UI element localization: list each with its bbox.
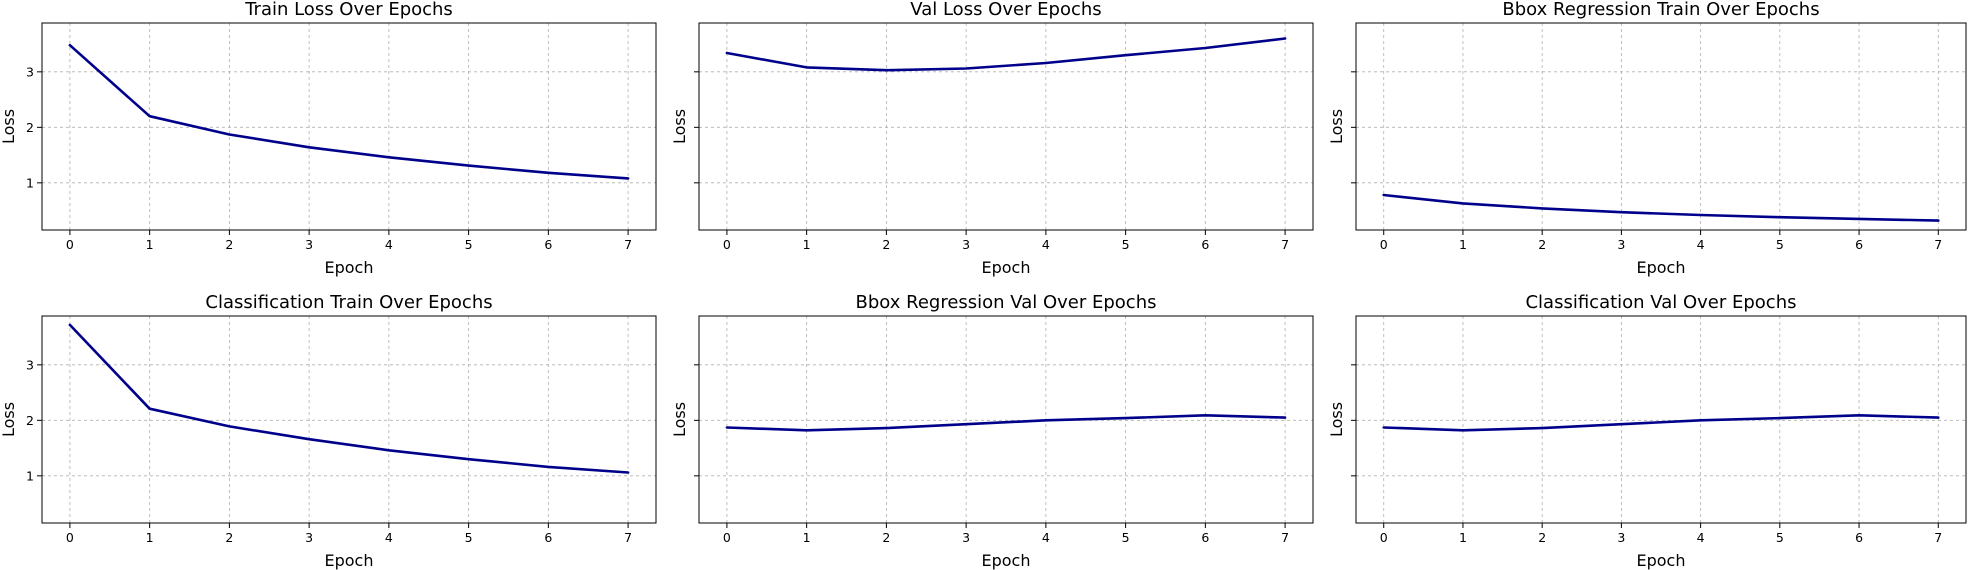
subplot-2: 0 1 2 3 4 5 6 7 Val Loss Over Epochs Epoch Loss [670,0,1314,277]
x-tick-label: 2 [225,530,233,545]
plot-frame [1355,315,1967,524]
plot-frame [698,315,1314,524]
x-tick-label: 4 [385,530,393,545]
x-axis-label: Epoch [325,551,374,570]
x-tick-label: 1 [1459,237,1467,252]
x-tick-label: 5 [1122,237,1130,252]
chart-title: Val Loss Over Epochs [910,0,1101,20]
chart-title: Bbox Regression Train Over Epochs [1502,0,1819,20]
y-tick-label: 1 [26,175,34,190]
x-tick-label: 6 [1201,237,1209,252]
x-tick-label: 6 [544,237,552,252]
x-tick-label: 5 [1776,530,1784,545]
x-tick-label: 3 [305,530,313,545]
y-tick-label: 3 [26,64,34,79]
x-axis-label: Epoch [325,258,374,277]
x-tick-label: 5 [1122,530,1130,545]
series-line [1382,413,1940,432]
plot-frame [1355,22,1967,231]
x-tick-label: 5 [1776,237,1784,252]
chart-title: Classification Val Over Epochs [1525,292,1796,313]
x-tick-label: 6 [1855,237,1863,252]
series-line [68,323,630,474]
x-tick-label: 1 [146,530,154,545]
plot-frame [41,22,657,231]
x-tick-label: 7 [1934,237,1942,252]
x-tick-label: 3 [1617,237,1625,252]
x-tick-label: 0 [66,237,74,252]
y-axis-label: Loss [1327,109,1346,144]
x-axis-label: Epoch [982,258,1031,277]
plot-frame [41,315,657,524]
x-tick-label: 2 [1538,237,1546,252]
x-tick-label: 4 [385,237,393,252]
x-tick-label: 2 [882,237,890,252]
x-tick-label: 3 [1617,530,1625,545]
y-tick-label: 1 [26,468,34,483]
x-tick-label: 7 [624,237,632,252]
plot-frame [698,22,1314,231]
y-tick-label: 3 [26,357,34,372]
series-line [68,43,630,180]
chart-title: Train Loss Over Epochs [244,0,453,20]
y-axis-label: Loss [0,402,18,437]
x-tick-label: 7 [1934,530,1942,545]
y-tick-label: 2 [26,413,34,428]
x-tick-label: 0 [1380,530,1388,545]
x-tick-label: 5 [465,530,473,545]
x-tick-label: 5 [465,237,473,252]
x-tick-label: 7 [1281,530,1289,545]
x-tick-label: 6 [1201,530,1209,545]
chart-title: Classification Train Over Epochs [205,292,492,313]
chart-title: Bbox Regression Val Over Epochs [856,292,1157,313]
y-tick-label: 2 [26,120,34,135]
subplot-1: 0 1 2 3 4 5 6 7 1 2 3 Train Loss Over Epochs Epoch Lo… [0,0,657,277]
x-tick-label: 1 [803,530,811,545]
x-tick-label: 0 [723,237,731,252]
x-tick-label: 0 [66,530,74,545]
x-axis-label: Epoch [982,551,1031,570]
y-axis-label: Loss [670,402,689,437]
x-tick-label: 2 [1538,530,1546,545]
x-tick-label: 6 [544,530,552,545]
series-line [1382,193,1940,222]
x-tick-label: 3 [962,530,970,545]
y-axis-label: Loss [1327,402,1346,437]
x-tick-label: 1 [146,237,154,252]
x-tick-label: 4 [1042,530,1050,545]
x-axis-label: Epoch [1637,551,1686,570]
x-tick-label: 1 [1459,530,1467,545]
x-tick-label: 2 [225,237,233,252]
x-tick-label: 0 [723,530,731,545]
x-tick-label: 7 [1281,237,1289,252]
subplot-3: 0 1 2 3 4 5 6 7 Bbox Regression Train Over Epoch… [1327,0,1967,277]
x-tick-label: 3 [305,237,313,252]
x-tick-label: 6 [1855,530,1863,545]
x-tick-label: 0 [1380,237,1388,252]
x-tick-label: 3 [962,237,970,252]
y-axis-label: Loss [670,109,689,144]
y-axis-label: Loss [0,109,18,144]
x-tick-label: 1 [803,237,811,252]
x-axis-label: Epoch [1637,258,1686,277]
x-tick-label: 4 [1042,237,1050,252]
series-line [725,413,1287,432]
x-tick-label: 7 [624,530,632,545]
x-tick-label: 4 [1697,530,1705,545]
x-tick-label: 2 [882,530,890,545]
subplot-6: 0 1 2 3 4 5 6 7 Classification Val Over Epochs Ep… [1327,292,1967,570]
series-line [725,37,1287,72]
subplot-5: 0 1 2 3 4 5 6 7 Bbox Regression Val Over Epochs E… [670,292,1314,570]
subplot-4: 0 1 2 3 4 5 6 7 1 2 3 Classification Train Over Epo… [0,292,657,570]
x-tick-label: 4 [1697,237,1705,252]
